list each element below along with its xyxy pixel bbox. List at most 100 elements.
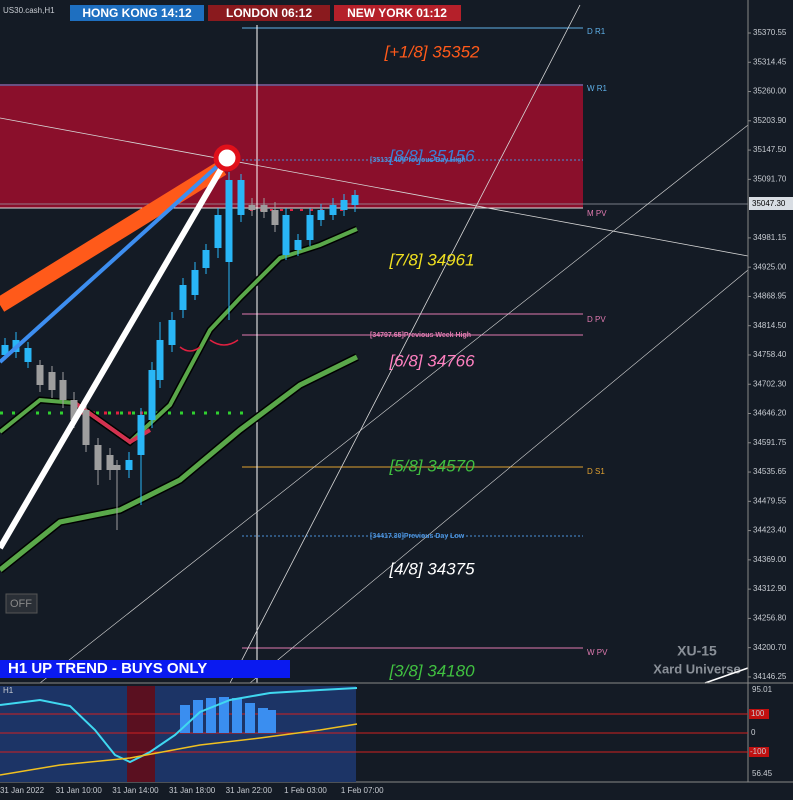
murrey-label: [4/8] 34375 — [388, 559, 475, 578]
histogram-bar — [219, 697, 229, 733]
candle-body — [148, 370, 156, 420]
price-label: 34535.65 — [753, 467, 787, 476]
brand-code: XU-15 — [677, 643, 717, 659]
murrey-label: [+1/8] 35352 — [383, 42, 480, 61]
trend-line — [229, 4, 581, 684]
time-label: 1 Feb 07:00 — [341, 786, 384, 795]
pane-label: H1 — [3, 686, 14, 695]
level-label: D PV — [587, 315, 606, 324]
oscillator-zone — [0, 686, 356, 782]
price-label: 35147.50 — [753, 145, 787, 154]
trend-line — [704, 667, 749, 684]
arc — [179, 339, 239, 352]
trend-line — [249, 269, 749, 684]
price-label: 34758.40 — [753, 350, 787, 359]
price-label: 34925.00 — [753, 262, 787, 271]
oscillator-histogram — [180, 697, 276, 733]
line-label: [34797.65]Previous Week High — [370, 332, 471, 339]
trend-line — [0, 162, 227, 550]
murrey-label: [5/8] 34570 — [388, 456, 475, 475]
candle-body — [179, 285, 187, 310]
symbol: US30.cash,H1 — [3, 6, 55, 15]
time-label: 31 Jan 22:00 — [226, 786, 273, 795]
price-axis: 35370.55 35314.45 35260.00 35203.90 35147.50… — [748, 28, 787, 681]
off-button[interactable] — [5, 593, 38, 614]
price-label: 34591.75 — [753, 438, 787, 447]
session-badge — [208, 5, 330, 21]
candle-body — [214, 215, 222, 248]
level-label: M PV — [587, 209, 607, 218]
pivot-marker — [213, 144, 241, 172]
time-label: 31 Jan 14:00 — [112, 786, 159, 795]
time-label: 31 Jan 18:00 — [169, 786, 216, 795]
session-label: NEW YORK 01:12 — [347, 6, 447, 20]
candle-body — [125, 460, 133, 470]
price-label: 34200.70 — [753, 643, 787, 652]
oscillator-pane: H1 95.01 100 0 -100 56.45 — [0, 685, 773, 782]
price-label: 35091.70 — [753, 174, 787, 183]
murrey-label: [6/8] 34766 — [388, 351, 475, 370]
off-button-label[interactable]: OFF — [10, 598, 32, 610]
candle-body — [36, 365, 44, 385]
time-label: 31 Jan 2022 — [0, 786, 45, 795]
murrey-label: [8/8] 35156 — [388, 146, 475, 165]
scale-box — [749, 709, 769, 719]
murrey-label: [3/8] 34180 — [388, 661, 475, 680]
candle-body — [191, 270, 199, 295]
current-price: 35047.30 — [752, 199, 786, 208]
price-label: 34146.25 — [753, 672, 787, 681]
price-label: 35260.00 — [753, 87, 787, 96]
line-label: [34417.30]Previous Day Low — [370, 533, 465, 540]
histogram-bar — [180, 705, 190, 733]
brand-name: Xard Universe — [653, 661, 740, 676]
time-label: 1 Feb 03:00 — [284, 786, 327, 795]
supply-zone — [0, 84, 583, 208]
trend-banner — [0, 660, 290, 678]
trend-line — [39, 124, 749, 684]
time-label: 31 Jan 10:00 — [56, 786, 103, 795]
candle-body — [340, 200, 348, 210]
candle-body — [282, 215, 290, 255]
oscillator-zone — [127, 686, 155, 782]
oscillator-line — [0, 687, 358, 764]
candle-body — [48, 372, 56, 390]
price-label: 35314.45 — [753, 57, 787, 66]
price-label: 34702.30 — [753, 379, 787, 388]
session-label: LONDON 06:12 — [226, 6, 312, 20]
session-label: HONG KONG 14:12 — [82, 6, 192, 20]
oscillator-scale: 56.45 — [752, 769, 773, 778]
histogram-bar — [258, 708, 268, 733]
candle-body — [168, 320, 176, 345]
price-label: 35203.90 — [753, 116, 787, 125]
candle-body — [271, 210, 279, 225]
candle-body — [82, 410, 90, 445]
histogram-bar — [266, 710, 276, 733]
level-label: D S1 — [587, 467, 605, 476]
oscillator-signal — [0, 723, 358, 776]
price-label: 34868.95 — [753, 292, 787, 301]
candle-body — [294, 240, 302, 250]
candle-body — [260, 205, 268, 212]
current-price-box — [749, 197, 793, 210]
trend-line — [0, 160, 224, 364]
session-badge — [334, 5, 461, 21]
level-label: D R1 — [587, 27, 606, 36]
price-label: 34814.50 — [753, 321, 787, 330]
oscillator-scale: -100 — [750, 747, 767, 756]
line-label: [35132.40]Previous Day High — [370, 157, 466, 164]
candle-body — [306, 215, 314, 240]
price-label: 34479.55 — [753, 496, 787, 505]
candle-body — [248, 205, 256, 210]
session-badge — [70, 5, 204, 21]
candle-body — [94, 445, 102, 470]
price-label: 34981.15 — [753, 233, 787, 242]
oscillator-scale: 100 — [751, 709, 765, 718]
histogram-bar — [206, 698, 216, 733]
candle-body — [24, 348, 32, 362]
price-label: 35370.55 — [753, 28, 787, 37]
candle-body — [156, 340, 164, 380]
candle-body — [237, 180, 245, 215]
candle-body — [1, 345, 9, 355]
candle-body — [113, 465, 121, 470]
